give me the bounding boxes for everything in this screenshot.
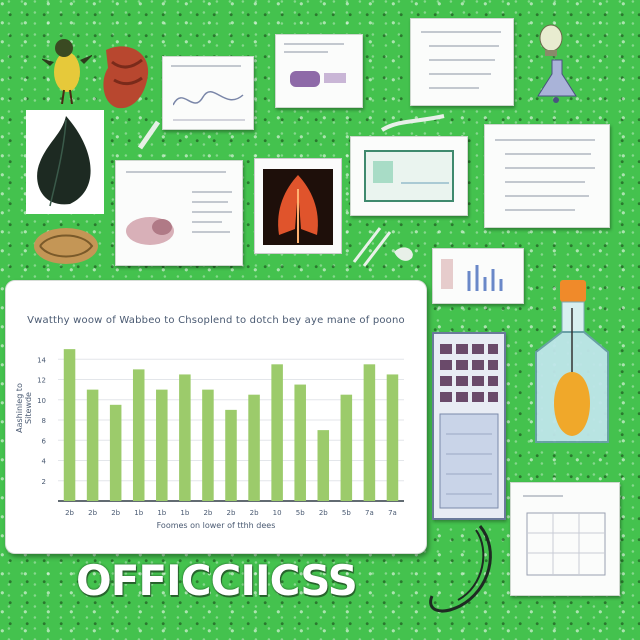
chart-x-axis-label: Foomes on lower of tthh dees <box>156 521 276 530</box>
x-tick-label: 5b <box>342 509 351 517</box>
red-bird-icon <box>103 46 149 109</box>
y-tick-label: 14 <box>37 356 46 364</box>
leaf-icon <box>26 110 104 214</box>
chart-bar <box>179 374 191 501</box>
x-tick-label: 2b <box>65 509 74 517</box>
y-tick-label: 8 <box>42 417 46 425</box>
chart-bar <box>248 394 260 501</box>
chart-title: Vwatthy woow of Wabbeo to Chsoplend to d… <box>27 315 405 326</box>
chart-bar <box>271 364 283 501</box>
stethoscope-icon <box>429 525 492 613</box>
x-tick-label: 2b <box>203 509 212 517</box>
x-tick-label: 2b <box>319 509 328 517</box>
cabinet-illustration <box>432 332 506 520</box>
document-card <box>115 160 243 266</box>
hand-icon <box>380 114 445 132</box>
chart-bar <box>132 369 145 501</box>
chart-bar <box>386 374 399 501</box>
bar-chart: 14 12 10 8 6 4 2 2b 2b 2b 1b 1b 1b 2b 2b 2b 10 5b 2b 5b 7a 7a <box>37 349 404 517</box>
chart-bar <box>202 389 214 501</box>
chart-bar <box>317 430 330 501</box>
x-tick-label: 10 <box>273 509 282 517</box>
document-card <box>410 18 514 106</box>
walnut-icon <box>34 228 98 264</box>
bird-icon <box>42 39 92 104</box>
chart-panel: Vwatthy woow of Wabbeo to Chsoplend to d… <box>5 280 427 554</box>
chart-bar <box>156 389 168 501</box>
document-card <box>432 248 524 304</box>
chart-bar <box>340 394 353 501</box>
document-card <box>350 136 468 216</box>
fish-icon <box>352 227 413 267</box>
x-tick-label: 2b <box>250 509 259 517</box>
pipette-icon <box>137 120 161 150</box>
document-card <box>162 56 254 130</box>
y-tick-label: 6 <box>42 437 47 445</box>
chart-bar <box>363 364 376 501</box>
x-tick-label: 1b <box>180 509 189 517</box>
x-tick-label: 2b <box>111 509 120 517</box>
document-card <box>510 482 620 596</box>
flask-icon <box>537 59 577 103</box>
x-tick-label: 2b <box>88 509 97 517</box>
chart-bar <box>294 384 306 501</box>
bottle-icon <box>535 280 609 443</box>
chart-bar <box>86 389 99 501</box>
lightbulb-icon <box>539 24 563 56</box>
chart-bar <box>225 409 237 501</box>
y-tick-label: 10 <box>37 397 46 405</box>
y-tick-label: 12 <box>37 377 46 385</box>
document-card <box>275 34 363 108</box>
y-tick-label: 2 <box>42 478 46 486</box>
x-tick-label: 5b <box>296 509 305 517</box>
document-card <box>484 124 610 228</box>
x-tick-label: 1b <box>157 509 166 517</box>
chart-bar <box>109 404 122 501</box>
x-tick-label: 1b <box>134 509 143 517</box>
y-tick-label: 4 <box>42 458 47 466</box>
x-tick-label: 7a <box>365 509 374 517</box>
chart-bar <box>63 349 76 501</box>
x-tick-label: 2b <box>227 509 236 517</box>
x-tick-label: 7a <box>388 509 397 517</box>
lung-icon <box>254 158 342 254</box>
brand-logo-text: OFFICCIICSS <box>76 556 358 605</box>
